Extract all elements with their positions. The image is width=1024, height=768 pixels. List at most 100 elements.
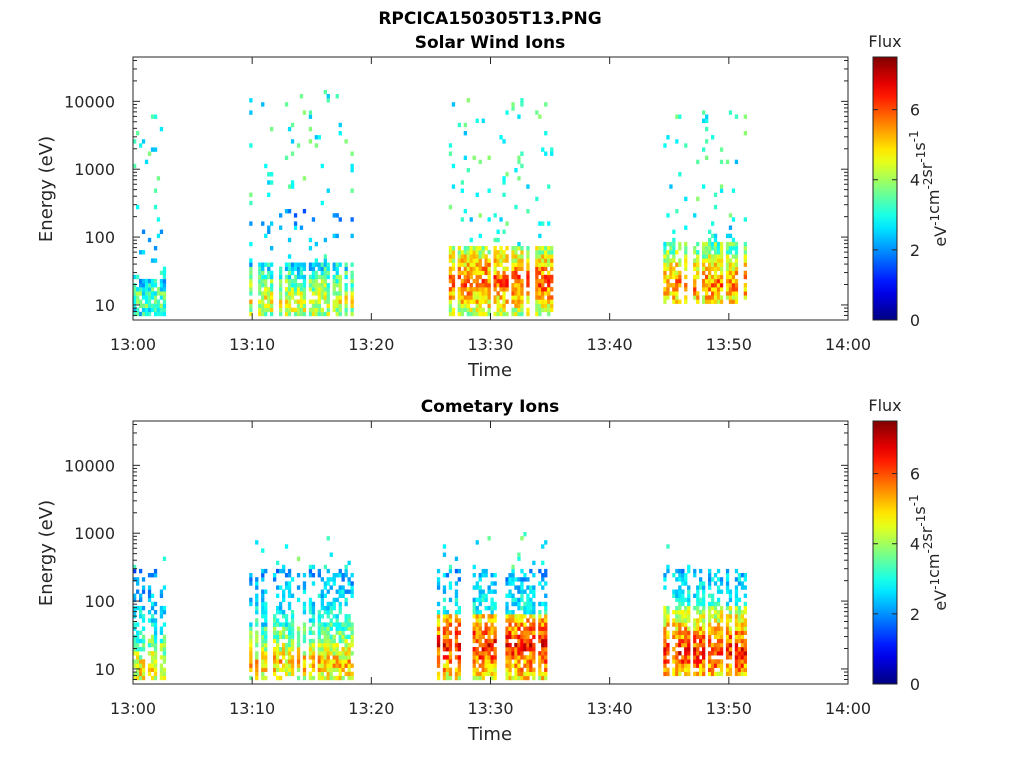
heatmap-cell (326, 577, 330, 582)
heatmap-cell (734, 278, 739, 284)
heatmap-cell (159, 638, 164, 644)
heatmap-cell (728, 605, 733, 611)
heatmap-cell (326, 614, 330, 619)
heatmap-cell (696, 593, 700, 598)
heatmap-cell (317, 568, 321, 574)
heatmap-cell (457, 675, 461, 681)
heatmap-cell (743, 671, 747, 677)
heatmap-cell (264, 303, 268, 308)
heatmap-cell (708, 642, 712, 648)
heatmap-cell (487, 638, 491, 644)
heatmap-cell (740, 667, 745, 672)
heatmap-cell (287, 581, 292, 586)
heatmap-cell (705, 246, 709, 251)
heatmap-cell (517, 601, 521, 607)
heatmap-cell (719, 262, 724, 267)
heatmap-cell (469, 217, 473, 222)
heatmap-cell (740, 573, 745, 578)
heatmap-cell (526, 307, 530, 313)
heatmap-cell (493, 626, 497, 631)
heatmap-cell (499, 287, 503, 292)
heatmap-cell (147, 291, 152, 296)
heatmap-cell (734, 241, 739, 247)
heatmap-cell (287, 568, 292, 574)
heatmap-cell (150, 258, 155, 263)
heatmap-cell (279, 225, 283, 230)
heatmap-cell (469, 262, 473, 267)
heatmap-cell (317, 667, 321, 672)
heatmap-cell (737, 622, 742, 627)
heatmap-cell (702, 601, 706, 607)
heatmap-cell (448, 246, 453, 251)
x-tick-label: 14:00 (825, 335, 871, 354)
heatmap-cell (702, 610, 706, 615)
heatmap-cell (725, 246, 730, 251)
heatmap-cell (541, 258, 545, 263)
heatmap-cell (448, 581, 453, 586)
heatmap-cell (317, 630, 321, 635)
heatmap-cell (708, 237, 712, 243)
heatmap-cell (287, 585, 292, 590)
heatmap-cell (517, 597, 521, 603)
heatmap-cell (478, 593, 482, 598)
heatmap-cell (484, 299, 488, 304)
heatmap-cell (139, 667, 143, 672)
x-tick-label: 13:10 (229, 335, 275, 354)
heatmap-cell (532, 585, 536, 590)
heatmap-cell (448, 638, 453, 644)
colorbar-unit-label: eV-1cm-2sr-1s-1 (907, 494, 950, 610)
heatmap-cell (743, 585, 747, 590)
heatmap-cell (153, 647, 158, 652)
heatmap-cell (141, 634, 146, 640)
heatmap-cell (261, 589, 265, 594)
heatmap-cell (711, 651, 715, 656)
heatmap-cell (451, 274, 456, 280)
heatmap-cell (457, 262, 461, 267)
heatmap-cell (350, 307, 354, 313)
heatmap-cell (344, 614, 348, 619)
heatmap-cell (487, 647, 491, 652)
heatmap-cell (743, 131, 747, 136)
heatmap-cell (743, 114, 747, 119)
heatmap-cell (308, 262, 313, 267)
heatmap-cell (493, 605, 497, 611)
heatmap-cell (478, 651, 482, 656)
heatmap-cell (725, 647, 730, 652)
heatmap-cell (279, 311, 283, 317)
heatmap-cell (511, 307, 515, 313)
heatmap-cell (466, 274, 470, 280)
heatmap-cell (481, 647, 485, 652)
heatmap-cell (544, 647, 548, 652)
heatmap-cell (493, 278, 497, 284)
heatmap-cell (514, 283, 518, 288)
heatmap-cell (728, 287, 733, 292)
heatmap-cell (311, 581, 316, 586)
heatmap-cell (725, 159, 730, 165)
heatmap-cell (270, 291, 274, 296)
heatmap-cell (159, 287, 164, 292)
heatmap-cell (463, 303, 467, 308)
heatmap-cell (261, 568, 265, 574)
heatmap-cell (487, 536, 491, 541)
heatmap-cell (282, 655, 286, 660)
heatmap-cell (514, 307, 518, 313)
heatmap-cell (311, 651, 316, 656)
heatmap-cell (133, 577, 137, 582)
heatmap-cell (472, 651, 476, 656)
heatmap-cell (514, 626, 518, 631)
heatmap-cell (678, 651, 682, 656)
heatmap-cell (526, 647, 530, 652)
heatmap-cell (517, 655, 521, 660)
heatmap-cell (287, 638, 292, 644)
heatmap-cell (678, 299, 682, 304)
heatmap-cell (511, 651, 515, 656)
heatmap-cell (734, 638, 739, 644)
heatmap-cell (472, 634, 476, 640)
heatmap-cell (517, 605, 521, 611)
heatmap-cell (466, 299, 470, 304)
heatmap-cell (526, 593, 530, 598)
heatmap-cell (296, 647, 301, 652)
heatmap-cell (249, 200, 253, 206)
heatmap-cell (472, 626, 476, 631)
heatmap-cell (547, 184, 551, 189)
